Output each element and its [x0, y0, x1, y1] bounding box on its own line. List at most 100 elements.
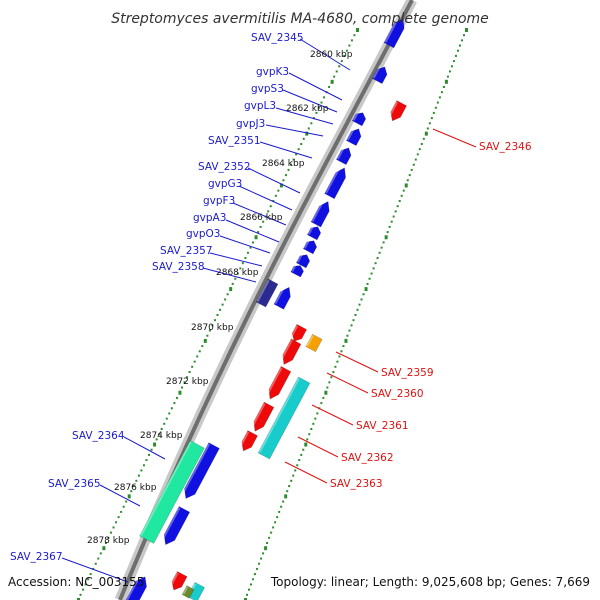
gene-label-gvpg3[interactable]: gvpG3 — [208, 178, 242, 190]
guide-dot — [340, 60, 343, 63]
guide-dot — [345, 49, 348, 52]
gene-sav-2361-shape — [268, 366, 292, 400]
gene-label-sav-2358[interactable]: SAV_2358 — [152, 261, 205, 273]
guide-dot — [432, 111, 435, 114]
gene-sav-2364-shine — [181, 443, 211, 496]
guide-dot — [191, 365, 194, 368]
guide-dot — [356, 28, 359, 32]
guide-dot — [102, 546, 106, 551]
guide-dot — [335, 70, 338, 73]
guide-dot — [428, 122, 431, 125]
guide-dot — [99, 552, 102, 555]
guide-dot — [382, 241, 385, 244]
gene-sav-2359-feature-shape — [305, 333, 323, 353]
guide-dot — [458, 44, 461, 47]
gene-sav-2364-region-shine — [140, 441, 192, 536]
gene-label-gvpk3[interactable]: gvpK3 — [256, 66, 289, 78]
gene-label-sav-2346[interactable]: SAV_2346 — [479, 141, 532, 153]
guide-dot — [267, 210, 270, 213]
guide-dot — [307, 127, 310, 130]
guide-dot — [388, 225, 391, 228]
gene-label-sav-2357[interactable]: SAV_2357 — [160, 245, 213, 257]
gene-sav-2360 — [279, 338, 302, 365]
leader-sav-2351 — [259, 141, 313, 159]
guide-dot — [430, 117, 433, 120]
gene-label-sav-2364[interactable]: SAV_2364 — [72, 430, 125, 442]
gene-label-gvpj3[interactable]: gvpJ3 — [236, 118, 265, 130]
gene-sav-2365-shape — [163, 506, 191, 546]
guide-dot — [400, 194, 403, 197]
gene-label-sav-2345[interactable]: SAV_2345 — [251, 32, 304, 44]
guide-dot — [269, 205, 272, 208]
guide-dot — [408, 174, 411, 177]
guide-dot — [160, 428, 163, 430]
guide-dot — [196, 355, 199, 358]
kbp-tick-2876: 2876 kbp — [114, 483, 157, 493]
gene-label-sav-2360[interactable]: SAV_2360 — [371, 388, 424, 400]
guide-dot — [348, 329, 351, 332]
guide-dot — [294, 469, 297, 472]
accession-text: Accession: NC_003155 — [8, 575, 144, 589]
gene-label-gvps3[interactable]: gvpS3 — [251, 83, 284, 95]
gene-label-sav-2361[interactable]: SAV_2361 — [356, 420, 409, 432]
guide-dot — [434, 106, 437, 109]
guide-dot — [454, 54, 457, 57]
leader-sav-2361 — [311, 404, 354, 426]
guide-dot — [346, 334, 349, 337]
guide-dot — [183, 381, 186, 384]
gene-label-sav-2359[interactable]: SAV_2359 — [381, 367, 434, 379]
guide-dot — [320, 402, 323, 405]
gene-label-gvpl3[interactable]: gvpL3 — [244, 100, 276, 112]
gene-gvpg3 — [306, 225, 322, 241]
guide-dot — [460, 39, 463, 42]
guide-dot — [352, 319, 355, 322]
kbp-tick-2866: 2866 kbp — [240, 213, 283, 223]
guide-dot — [206, 334, 209, 337]
guide-dot — [155, 438, 158, 441]
gene-gvpg3-shape — [306, 226, 322, 241]
gene-label-gvpo3[interactable]: gvpO3 — [186, 228, 221, 240]
gene-sav-2362-shine — [250, 403, 266, 429]
guide-dot — [109, 531, 112, 534]
leader-gvpl3 — [275, 107, 334, 125]
leader-gvpa3 — [225, 219, 280, 243]
guide-dot — [350, 324, 353, 327]
guide-dot — [298, 459, 301, 462]
guide-dot — [308, 433, 311, 436]
guide-dot — [396, 205, 399, 208]
kbp-tick-2874: 2874 kbp — [140, 431, 183, 441]
gene-sav-2358-shape — [255, 278, 279, 308]
guide-dot — [374, 262, 377, 265]
kbp-tick-2870: 2870 kbp — [191, 323, 234, 333]
gene-label-sav-2352[interactable]: SAV_2352 — [198, 161, 251, 173]
gene-sav-2362 — [250, 401, 275, 432]
gene-sav-2363-shape — [241, 430, 258, 452]
gene-label-sav-2351[interactable]: SAV_2351 — [208, 135, 261, 147]
gene-label-sav-2367[interactable]: SAV_2367 — [10, 551, 63, 563]
gene-sav-2345 — [383, 17, 405, 49]
guide-dot — [266, 542, 269, 544]
gene-sav-2362-shape — [253, 401, 275, 432]
gene-sav-2364 — [181, 442, 220, 499]
guide-dot — [323, 96, 326, 99]
gene-label-gvpf3[interactable]: gvpF3 — [203, 195, 235, 207]
gene-label-sav-2363[interactable]: SAV_2363 — [330, 478, 383, 490]
guide-dot — [332, 371, 335, 373]
guide-dot — [344, 338, 348, 343]
guide-dot — [420, 143, 423, 145]
guide-dot — [368, 277, 371, 280]
gene-gvpk3-shape — [371, 66, 388, 85]
gene-gvpo3-shape — [290, 265, 304, 278]
guide-dot — [312, 117, 315, 120]
guide-dot — [170, 407, 173, 410]
guide-dot — [287, 168, 290, 171]
guide-dot — [165, 417, 168, 420]
guide-dot — [244, 257, 247, 259]
guide-dot — [226, 293, 229, 296]
gene-label-sav-2362[interactable]: SAV_2362 — [341, 452, 394, 464]
gene-gvps3-shine — [352, 111, 360, 121]
label-leader-lines — [61, 38, 477, 583]
guide-dot — [229, 287, 233, 292]
gene-label-gvpa3[interactable]: gvpA3 — [193, 212, 226, 224]
gene-label-sav-2365[interactable]: SAV_2365 — [48, 478, 101, 490]
